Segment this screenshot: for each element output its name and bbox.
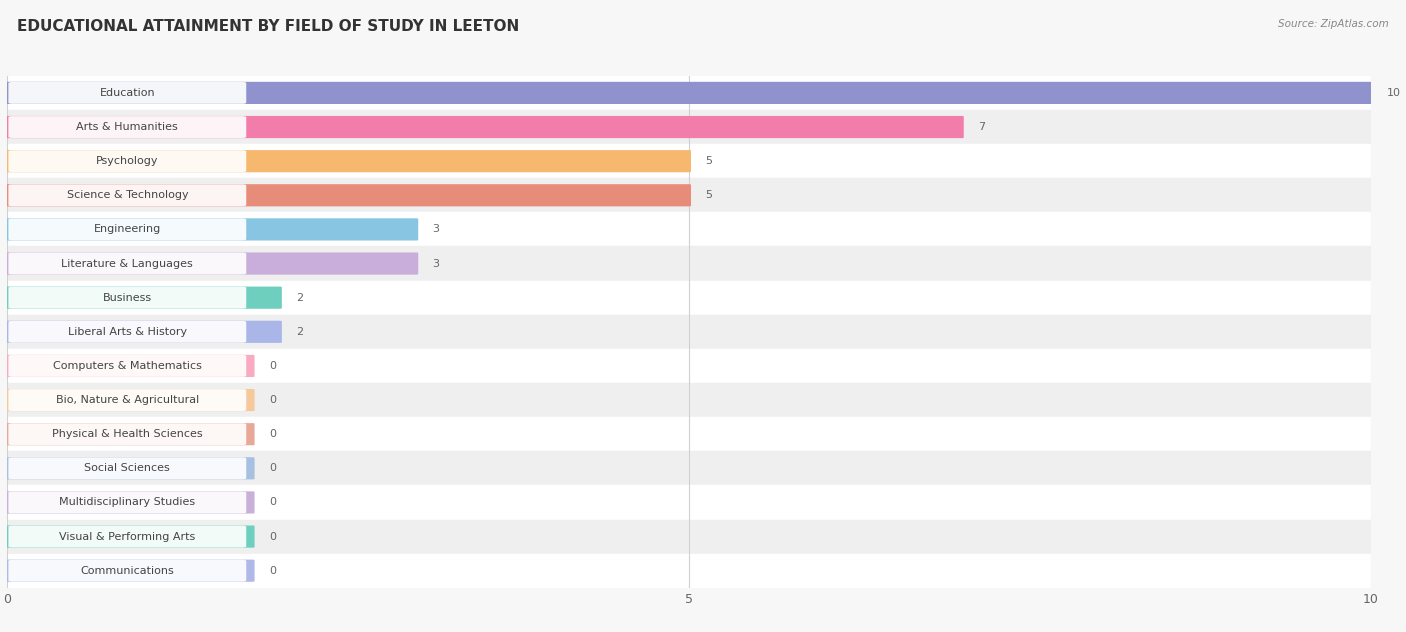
Text: Computers & Mathematics: Computers & Mathematics bbox=[53, 361, 201, 371]
Bar bbox=[7, 485, 1371, 520]
FancyBboxPatch shape bbox=[6, 218, 418, 241]
FancyBboxPatch shape bbox=[8, 219, 246, 240]
FancyBboxPatch shape bbox=[8, 423, 246, 445]
FancyBboxPatch shape bbox=[8, 389, 246, 411]
Text: 0: 0 bbox=[269, 532, 276, 542]
Text: Liberal Arts & History: Liberal Arts & History bbox=[67, 327, 187, 337]
Text: 7: 7 bbox=[979, 122, 986, 132]
Text: 0: 0 bbox=[269, 566, 276, 576]
FancyBboxPatch shape bbox=[6, 116, 963, 138]
Bar bbox=[7, 417, 1371, 451]
Bar bbox=[7, 349, 1371, 383]
Text: Business: Business bbox=[103, 293, 152, 303]
FancyBboxPatch shape bbox=[6, 423, 254, 446]
Bar bbox=[7, 110, 1371, 144]
Text: Bio, Nature & Agricultural: Bio, Nature & Agricultural bbox=[56, 395, 198, 405]
FancyBboxPatch shape bbox=[8, 526, 246, 547]
Bar bbox=[7, 76, 1371, 110]
Text: 0: 0 bbox=[269, 429, 276, 439]
Text: 0: 0 bbox=[269, 463, 276, 473]
FancyBboxPatch shape bbox=[6, 184, 690, 207]
Bar bbox=[7, 281, 1371, 315]
Text: 0: 0 bbox=[269, 361, 276, 371]
Text: 2: 2 bbox=[297, 327, 304, 337]
FancyBboxPatch shape bbox=[6, 559, 254, 582]
FancyBboxPatch shape bbox=[8, 492, 246, 513]
Bar bbox=[7, 144, 1371, 178]
Text: 5: 5 bbox=[706, 190, 713, 200]
Text: Visual & Performing Arts: Visual & Performing Arts bbox=[59, 532, 195, 542]
FancyBboxPatch shape bbox=[8, 253, 246, 274]
FancyBboxPatch shape bbox=[6, 389, 254, 411]
Bar bbox=[7, 383, 1371, 417]
FancyBboxPatch shape bbox=[6, 525, 254, 548]
FancyBboxPatch shape bbox=[6, 150, 690, 173]
Text: 5: 5 bbox=[706, 156, 713, 166]
Text: 3: 3 bbox=[433, 258, 440, 269]
Bar bbox=[7, 246, 1371, 281]
Text: Engineering: Engineering bbox=[94, 224, 160, 234]
Text: Arts & Humanities: Arts & Humanities bbox=[76, 122, 179, 132]
Text: Science & Technology: Science & Technology bbox=[66, 190, 188, 200]
FancyBboxPatch shape bbox=[8, 560, 246, 581]
Bar bbox=[7, 554, 1371, 588]
Bar bbox=[7, 178, 1371, 212]
Text: 3: 3 bbox=[433, 224, 440, 234]
Text: Psychology: Psychology bbox=[96, 156, 159, 166]
Text: Source: ZipAtlas.com: Source: ZipAtlas.com bbox=[1278, 19, 1389, 29]
Text: 0: 0 bbox=[269, 395, 276, 405]
FancyBboxPatch shape bbox=[6, 320, 281, 343]
FancyBboxPatch shape bbox=[8, 116, 246, 138]
FancyBboxPatch shape bbox=[8, 150, 246, 172]
FancyBboxPatch shape bbox=[8, 355, 246, 377]
FancyBboxPatch shape bbox=[6, 286, 281, 309]
Bar bbox=[7, 315, 1371, 349]
FancyBboxPatch shape bbox=[8, 458, 246, 479]
Text: 2: 2 bbox=[297, 293, 304, 303]
Text: 0: 0 bbox=[269, 497, 276, 507]
Bar bbox=[7, 212, 1371, 246]
FancyBboxPatch shape bbox=[6, 82, 1372, 104]
Text: Education: Education bbox=[100, 88, 155, 98]
FancyBboxPatch shape bbox=[8, 287, 246, 308]
Text: 10: 10 bbox=[1388, 88, 1402, 98]
Text: EDUCATIONAL ATTAINMENT BY FIELD OF STUDY IN LEETON: EDUCATIONAL ATTAINMENT BY FIELD OF STUDY… bbox=[17, 19, 519, 34]
Text: Social Sciences: Social Sciences bbox=[84, 463, 170, 473]
FancyBboxPatch shape bbox=[8, 321, 246, 343]
FancyBboxPatch shape bbox=[6, 355, 254, 377]
Text: Multidisciplinary Studies: Multidisciplinary Studies bbox=[59, 497, 195, 507]
Text: Literature & Languages: Literature & Languages bbox=[62, 258, 193, 269]
Bar bbox=[7, 451, 1371, 485]
Bar bbox=[7, 520, 1371, 554]
FancyBboxPatch shape bbox=[6, 252, 418, 275]
Text: Communications: Communications bbox=[80, 566, 174, 576]
FancyBboxPatch shape bbox=[6, 457, 254, 480]
FancyBboxPatch shape bbox=[6, 491, 254, 514]
Text: Physical & Health Sciences: Physical & Health Sciences bbox=[52, 429, 202, 439]
FancyBboxPatch shape bbox=[8, 82, 246, 104]
FancyBboxPatch shape bbox=[8, 185, 246, 206]
